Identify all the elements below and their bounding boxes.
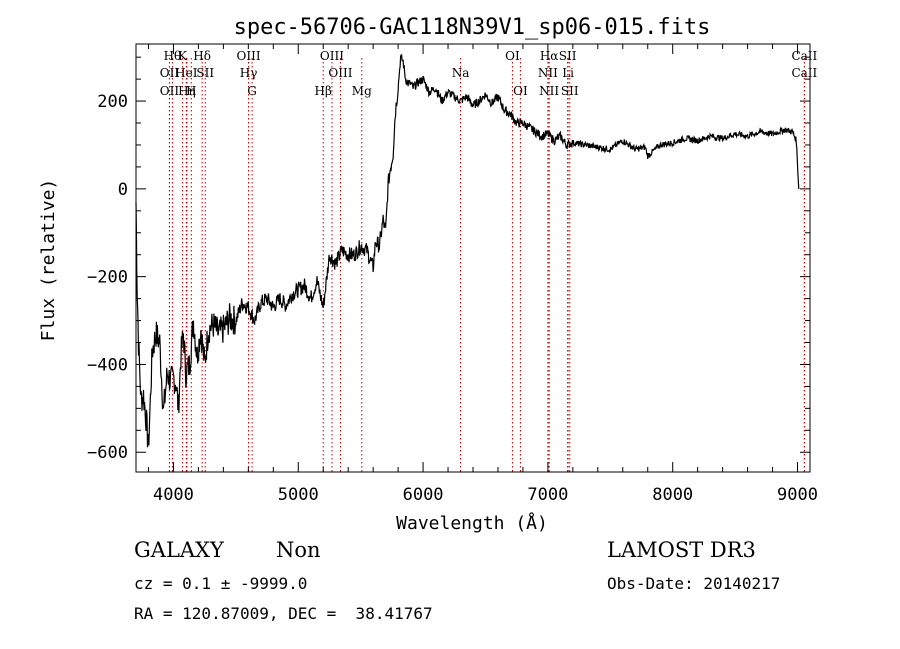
object-subclass: Non bbox=[276, 538, 321, 562]
spectrum-line bbox=[135, 54, 800, 448]
line-label: Hθ bbox=[164, 49, 182, 63]
line-label: CaII bbox=[791, 49, 817, 63]
x-tick-label: 9000 bbox=[777, 485, 818, 505]
object-class: GALAXY bbox=[134, 538, 224, 562]
x-tick-label: 5000 bbox=[278, 485, 319, 505]
line-label: Li bbox=[562, 66, 574, 80]
line-label: SII bbox=[561, 84, 579, 98]
line-label: OIII bbox=[328, 66, 352, 80]
y-tick-label: −400 bbox=[87, 355, 128, 375]
y-axis-ticks: −600 −400 −200 0 200 bbox=[87, 56, 810, 463]
line-label: OIII bbox=[237, 49, 261, 63]
line-label: SII bbox=[559, 49, 577, 63]
x-tick-label: 8000 bbox=[652, 485, 693, 505]
x-tick-label: 6000 bbox=[403, 485, 444, 505]
y-tick-label: −600 bbox=[87, 443, 128, 463]
line-label: K bbox=[178, 49, 188, 63]
line-label: CaII bbox=[791, 66, 817, 80]
line-label: HeI bbox=[175, 66, 198, 80]
line-label: Mg bbox=[352, 84, 372, 98]
line-label: NII bbox=[539, 84, 559, 98]
line-labels: OII OII HθK HeI HηH Hδ SII OIII Hγ G OIII OIII Hβ Mg N… bbox=[160, 49, 818, 98]
line-label: Hγ bbox=[240, 66, 258, 80]
x-axis-ticks: 4000 5000 6000 7000 8000 9000 bbox=[147, 44, 818, 505]
line-label: Hη bbox=[178, 84, 196, 98]
line-label: G bbox=[247, 84, 257, 98]
line-label: OIII bbox=[320, 49, 344, 63]
y-tick-label: 200 bbox=[97, 92, 128, 112]
x-tick-label: 4000 bbox=[153, 485, 194, 505]
x-tick-label: 7000 bbox=[527, 485, 568, 505]
line-label: OII bbox=[160, 84, 180, 98]
line-label: OII bbox=[160, 66, 180, 80]
line-label: H bbox=[186, 84, 196, 98]
coordinates: RA = 120.87009, DEC = 38.41767 bbox=[134, 604, 433, 623]
y-tick-label: 0 bbox=[118, 180, 128, 200]
line-markers bbox=[168, 58, 805, 472]
line-label: Na bbox=[452, 66, 470, 80]
redshift-line: cz = 0.1 ± -9999.0 bbox=[134, 574, 308, 593]
line-label: OI bbox=[505, 49, 520, 63]
y-tick-label: −200 bbox=[87, 268, 128, 288]
obs-date: Obs-Date: 20140217 bbox=[607, 574, 781, 593]
y-axis-label: Flux (relative) bbox=[38, 179, 59, 342]
chart-title: spec-56706-GAC118N39V1_sp06-015.fits bbox=[234, 15, 711, 40]
line-label: Hα bbox=[540, 49, 559, 63]
line-label: NII bbox=[538, 66, 558, 80]
x-axis-label: Wavelength (Å) bbox=[396, 512, 548, 534]
line-label: OI bbox=[513, 84, 528, 98]
plot-frame bbox=[135, 43, 811, 473]
line-label: Hδ bbox=[193, 49, 211, 63]
line-label: SII bbox=[196, 66, 214, 80]
line-label: Hβ bbox=[315, 84, 332, 98]
survey-name: LAMOST DR3 bbox=[607, 538, 756, 562]
